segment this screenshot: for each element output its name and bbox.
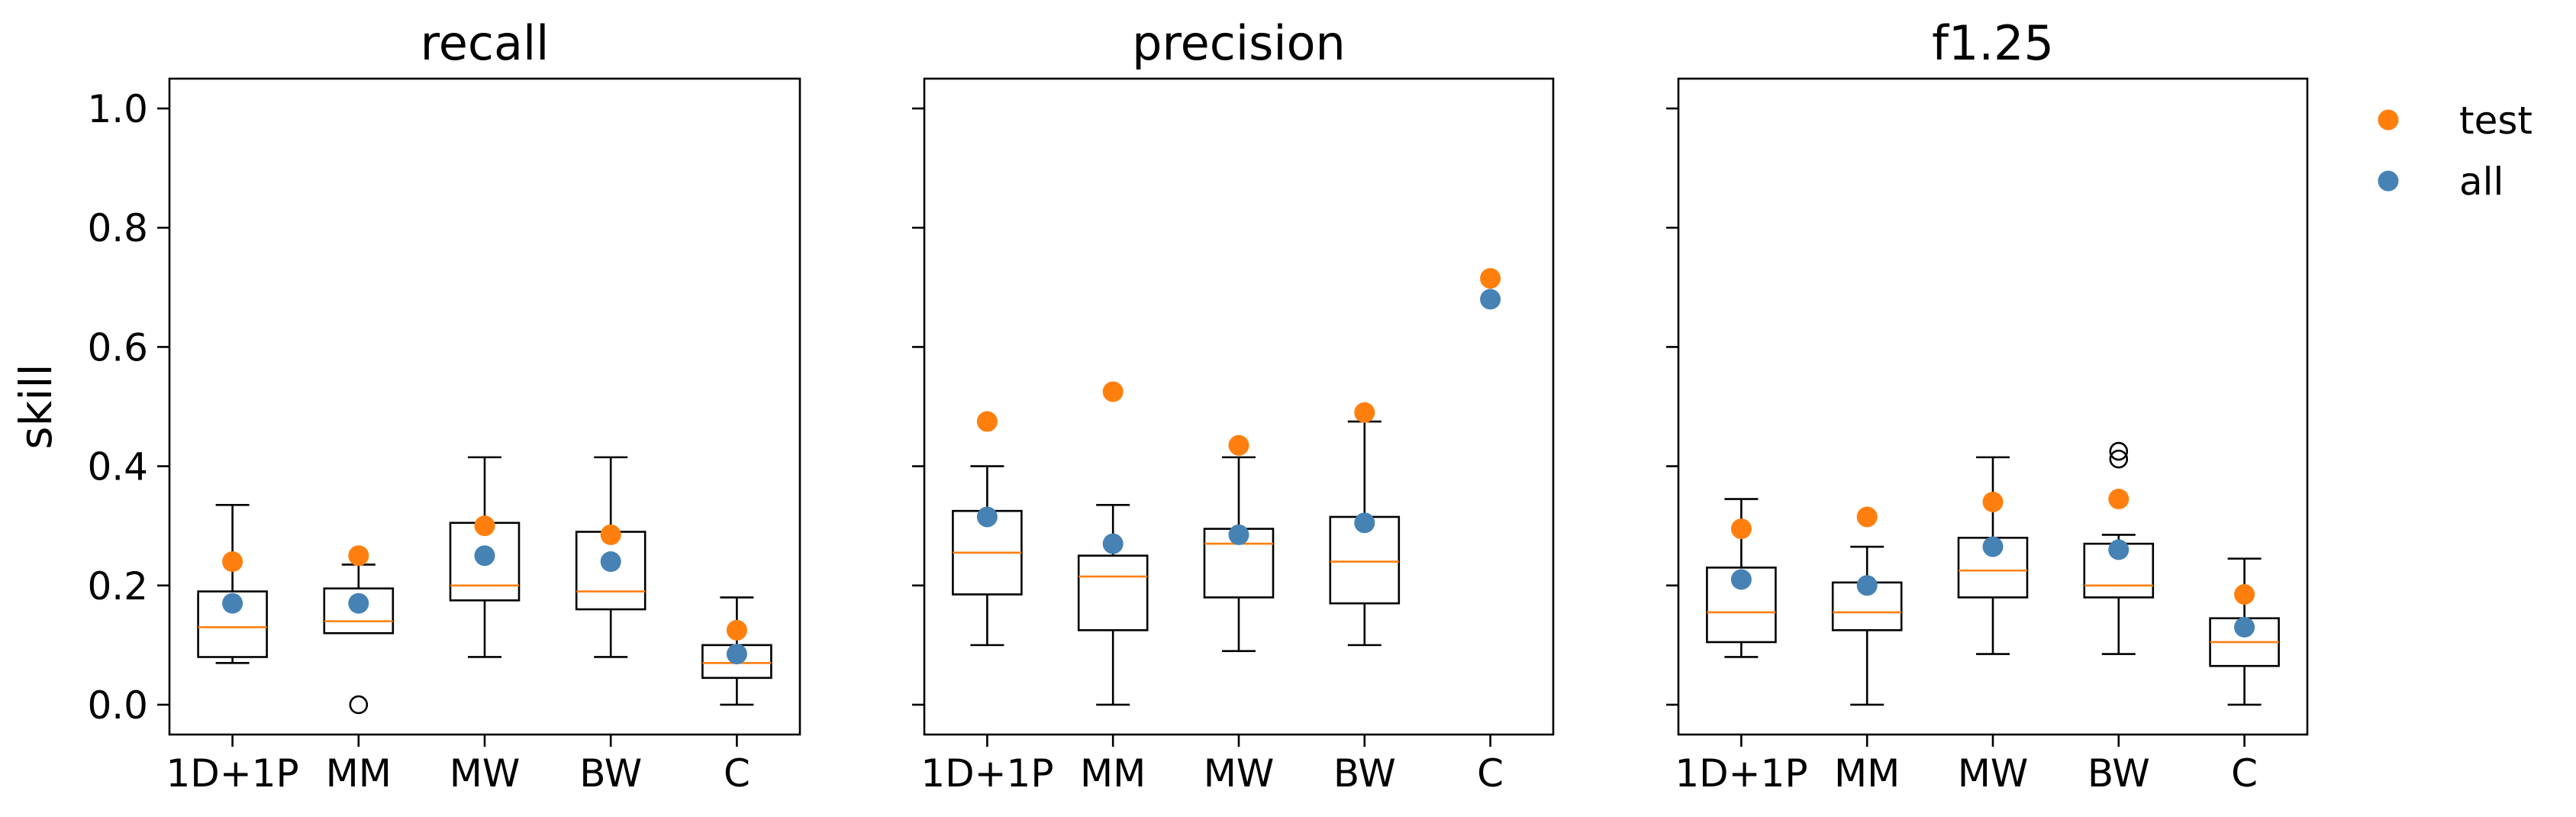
test-point xyxy=(222,551,243,573)
all-point xyxy=(726,644,747,665)
all-point xyxy=(1480,289,1501,310)
all-point xyxy=(2234,616,2255,638)
test-point xyxy=(1856,506,1878,528)
test-point xyxy=(1982,491,2004,512)
x-tick-label: MM xyxy=(326,751,392,796)
test-point xyxy=(1480,268,1501,289)
all-point xyxy=(2108,539,2129,560)
x-tick-label: 1D+1P xyxy=(1675,751,1807,796)
x-tick-label: C xyxy=(2231,751,2258,796)
x-tick-label: C xyxy=(724,751,750,796)
outlier-point xyxy=(349,695,369,715)
y-tick-label: 0.2 xyxy=(87,564,148,609)
legend-marker-all xyxy=(2378,170,2399,192)
x-tick-label: C xyxy=(1477,751,1504,796)
box-iqr xyxy=(1077,554,1149,631)
outlier-point xyxy=(2109,441,2129,461)
x-tick-label: 1D+1P xyxy=(166,751,299,796)
test-point xyxy=(1102,381,1124,402)
y-tick-label: 1.0 xyxy=(87,87,148,131)
panel-title: recall xyxy=(421,15,550,71)
legend-marker-test xyxy=(2378,109,2399,131)
test-point xyxy=(976,411,998,432)
x-tick-label: MW xyxy=(1958,751,2029,796)
test-point xyxy=(1354,402,1375,423)
all-point xyxy=(1856,575,1878,596)
box-iqr xyxy=(197,590,268,658)
all-point xyxy=(1102,533,1124,554)
x-tick-label: MM xyxy=(1080,751,1146,796)
x-tick-label: MW xyxy=(1204,751,1275,796)
test-point xyxy=(1730,518,1752,540)
legend-label-test: test xyxy=(2459,98,2532,143)
all-point xyxy=(474,545,495,567)
x-tick-label: BW xyxy=(579,751,642,796)
all-point xyxy=(348,593,369,614)
test-point xyxy=(2234,583,2255,605)
test-point xyxy=(600,524,621,545)
all-point xyxy=(1228,524,1249,545)
y-tick-label: 0.6 xyxy=(87,325,148,370)
panel-title: f1.25 xyxy=(1932,15,2054,71)
box-iqr xyxy=(1706,567,1777,644)
all-point xyxy=(1730,569,1752,590)
all-point xyxy=(222,593,243,614)
x-tick-label: MW xyxy=(450,751,521,796)
legend-label-all: all xyxy=(2459,160,2503,204)
x-tick-label: 1D+1P xyxy=(920,751,1053,796)
test-point xyxy=(726,619,747,641)
y-axis-label: skill xyxy=(10,363,62,449)
test-point xyxy=(474,515,495,537)
box-iqr xyxy=(323,587,395,635)
y-tick-label: 0.8 xyxy=(87,206,148,250)
all-point xyxy=(600,551,621,573)
test-point xyxy=(1228,434,1249,456)
all-point xyxy=(976,506,998,528)
y-tick-label: 0.0 xyxy=(87,683,148,728)
outlier-point xyxy=(2109,449,2129,469)
test-point xyxy=(2108,489,2129,510)
x-tick-label: BW xyxy=(1333,751,1396,796)
y-tick-label: 0.4 xyxy=(87,445,148,489)
x-tick-label: BW xyxy=(2088,751,2150,796)
panel-title: precision xyxy=(1132,15,1346,71)
test-point xyxy=(348,545,369,567)
x-tick-label: MM xyxy=(1834,751,1900,796)
all-point xyxy=(1982,536,2004,557)
all-point xyxy=(1354,512,1375,534)
